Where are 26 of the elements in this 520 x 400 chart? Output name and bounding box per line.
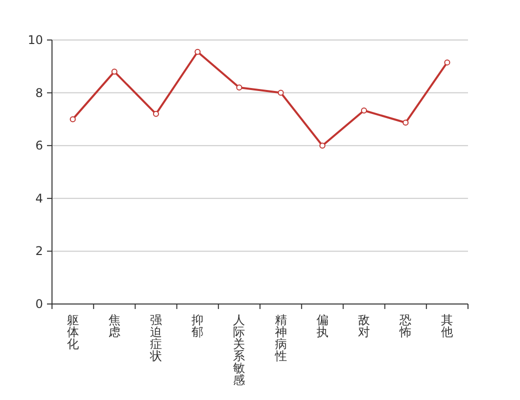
x-tick-label: 焦虑	[108, 313, 120, 339]
point	[111, 68, 118, 75]
point	[278, 90, 284, 96]
x-tick-label: 人际关系敏感	[233, 313, 246, 387]
point	[153, 110, 159, 117]
y-tick-label: 4	[35, 191, 43, 206]
y-tick-label: 8	[35, 86, 43, 100]
x-tick-label: 抑郁	[192, 313, 204, 339]
y-tick-label: 10	[28, 33, 43, 47]
y-tick-label: 2	[35, 244, 43, 258]
y-tick-label: 0	[35, 297, 43, 311]
y-tick-label: 6	[35, 138, 43, 153]
x-tick-label: 恐怖	[398, 313, 412, 339]
x-tick-label: 其他	[441, 313, 454, 339]
x-tick-label: 强迫症状	[149, 313, 162, 363]
point	[402, 120, 409, 126]
x-tick-label: 偏执	[316, 313, 328, 339]
point	[361, 107, 367, 114]
point	[236, 84, 242, 91]
point	[70, 116, 76, 122]
x-tick-label: 精神病性	[274, 313, 287, 363]
point	[444, 59, 450, 66]
point	[194, 48, 201, 55]
x-tick-label: 躯体化	[66, 313, 79, 351]
point	[319, 142, 326, 149]
x-tick-label: 敌对	[358, 313, 370, 339]
